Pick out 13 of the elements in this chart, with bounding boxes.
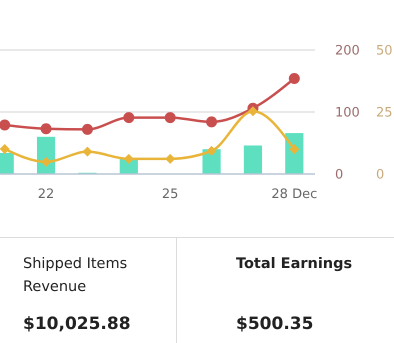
y2-tick-label: 50 (376, 44, 393, 59)
x-tick-label: 25 (162, 187, 178, 202)
y2-tick-label: 25 (376, 106, 393, 121)
y-tick-label: 100 (335, 106, 360, 121)
x-tick-label: 22 (38, 187, 54, 202)
text: Total Earnings (236, 255, 354, 274)
text: $500.35 (236, 314, 314, 334)
y-tick-label: 200 (335, 44, 360, 59)
text: Shipped Items Revenue (23, 255, 128, 297)
y-tick-label: 0 (335, 168, 344, 183)
x-tick-label: 28 Dec (271, 187, 318, 202)
y2-tick-label: 0 (376, 168, 384, 183)
text: $10,025.88 (23, 314, 131, 334)
